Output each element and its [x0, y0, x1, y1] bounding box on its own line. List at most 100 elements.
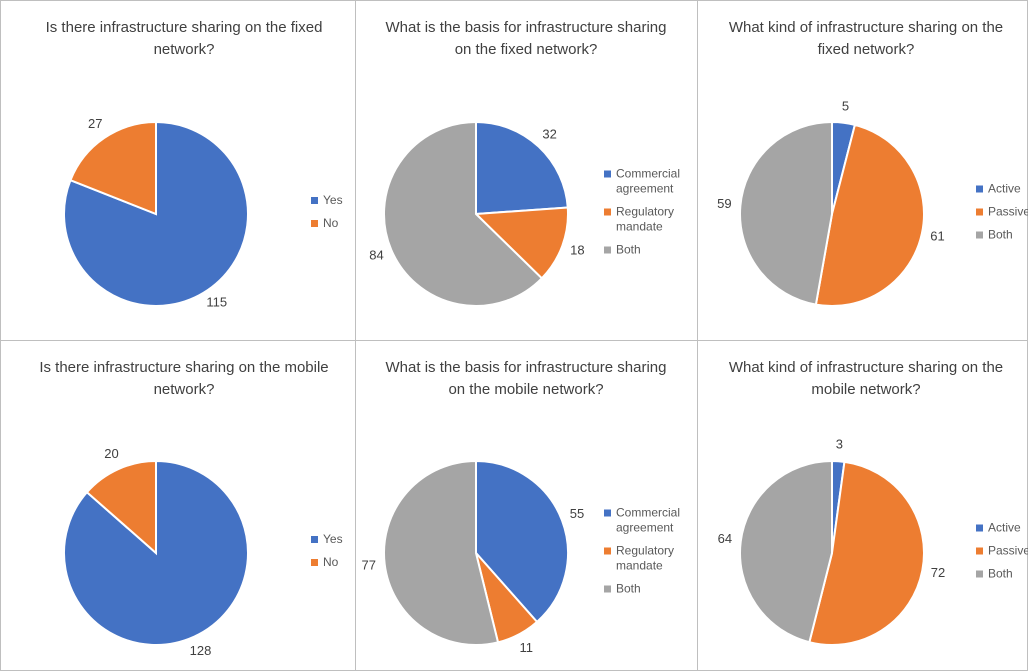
chart-cell: Is there infrastructure sharing on the f… — [0, 0, 356, 341]
data-label: 5 — [842, 98, 849, 113]
legend-label: Commercial agreement — [616, 166, 681, 196]
legend-swatch — [976, 524, 983, 532]
data-label: 32 — [542, 126, 556, 141]
legend-label: Active — [988, 520, 1021, 535]
legend-label: Yes — [323, 532, 343, 546]
legend-swatch — [976, 547, 983, 555]
data-label: 61 — [930, 228, 944, 243]
legend: Commercial agreement Regulatory mandate Bo… — [604, 506, 682, 597]
legend: Commercial agreement Regulatory mandate Bo… — [604, 167, 682, 258]
pie-slice — [69, 120, 157, 216]
data-label: 77 — [362, 557, 376, 572]
data-label: 18 — [570, 243, 584, 258]
data-label: 27 — [88, 116, 102, 131]
legend-label: No — [323, 216, 339, 230]
chart-cell: What kind of infrastructure sharing on t… — [697, 340, 1028, 671]
legend-label: Passive — [988, 204, 1028, 219]
pie-chart: 115 27 — [63, 116, 249, 310]
chart-title: Is there infrastructure sharing on the f… — [45, 19, 327, 58]
legend-swatch — [604, 170, 611, 178]
legend-label: Both — [616, 242, 641, 257]
legend-item: Both — [604, 243, 682, 258]
legend-swatch — [311, 220, 318, 227]
legend-swatch — [604, 585, 611, 593]
chart-cell: What kind of infrastructure sharing on t… — [697, 0, 1028, 341]
legend: Active Passive Both — [976, 521, 1028, 582]
data-label: 72 — [931, 565, 945, 580]
chart-title: What is the basis for infrastructure sha… — [385, 19, 675, 58]
pie-slice — [383, 459, 500, 646]
legend-item: Passive — [976, 205, 1028, 220]
data-label: 115 — [206, 295, 227, 310]
legend-label: Regulatory mandate — [616, 204, 675, 234]
data-label: 11 — [519, 640, 533, 655]
pie-chart: 3 72 64 — [718, 437, 945, 646]
legend-item: Yes — [311, 193, 389, 208]
legend-swatch — [976, 208, 983, 216]
legend-swatch — [976, 570, 983, 578]
legend: Active Passive Both — [976, 182, 1028, 243]
data-label: 20 — [104, 446, 118, 461]
pie-slice — [739, 120, 833, 306]
pie-chart: 32 18 84 — [369, 120, 585, 307]
pie-slice — [475, 120, 569, 216]
data-label: 55 — [570, 506, 584, 521]
legend-item: Commercial agreement — [604, 506, 682, 536]
chart-title: What kind of infrastructure sharing on t… — [728, 19, 1008, 58]
chart-cell: What is the basis for infrastructure sha… — [355, 340, 698, 671]
data-label: 128 — [190, 643, 212, 658]
legend-item: Active — [976, 521, 1028, 536]
data-label: 64 — [718, 531, 732, 546]
legend-swatch — [604, 208, 611, 216]
legend-item: Both — [976, 228, 1028, 243]
legend-item: No — [311, 216, 389, 231]
legend: Yes No — [311, 193, 389, 231]
legend-label: Both — [988, 566, 1013, 581]
data-label: 3 — [836, 437, 843, 452]
chart-cell: Is there infrastructure sharing on the m… — [0, 340, 356, 671]
legend-label: Both — [988, 227, 1013, 242]
legend-label: Regulatory mandate — [616, 543, 675, 573]
legend-item: Active — [976, 182, 1028, 197]
pie-chart: 128 20 — [63, 446, 249, 658]
legend-label: Active — [988, 181, 1021, 196]
pie-slice — [383, 120, 544, 307]
legend-label: Commercial agreement — [616, 505, 681, 535]
legend-swatch — [976, 185, 983, 193]
legend-item: Yes — [311, 532, 389, 547]
legend-item: Regulatory mandate — [604, 205, 682, 235]
legend-label: No — [323, 555, 339, 569]
legend-label: Yes — [323, 193, 343, 207]
legend-swatch — [311, 197, 318, 204]
legend-swatch — [604, 246, 611, 254]
legend-label: Both — [616, 581, 641, 596]
legend-swatch — [311, 559, 318, 566]
legend-item: Both — [976, 567, 1028, 582]
pie-slice — [475, 459, 569, 624]
pie-slice — [808, 460, 925, 646]
legend-swatch — [976, 231, 983, 239]
chart-title: Is there infrastructure sharing on the m… — [39, 359, 333, 398]
legend-label: Passive — [988, 543, 1028, 558]
chart-cell: What is the basis for infrastructure sha… — [355, 0, 698, 341]
pie-chart: 55 11 77 — [362, 459, 584, 655]
legend-item: No — [311, 555, 389, 570]
data-label: 59 — [717, 196, 731, 211]
legend-item: Regulatory mandate — [604, 544, 682, 574]
data-label: 84 — [369, 247, 383, 262]
legend-item: Passive — [976, 544, 1028, 559]
legend-item: Both — [604, 582, 682, 597]
legend-swatch — [311, 536, 318, 543]
legend-item: Commercial agreement — [604, 167, 682, 197]
legend: Yes No — [311, 532, 389, 570]
chart-title: What kind of infrastructure sharing on t… — [728, 359, 1008, 398]
pie-slice — [814, 123, 925, 307]
legend-swatch — [604, 509, 611, 517]
legend-swatch — [604, 547, 611, 555]
pie-chart: 5 61 59 — [717, 98, 945, 307]
chart-title: What is the basis for infrastructure sha… — [385, 359, 675, 398]
pie-slice — [473, 206, 569, 280]
pie-slice — [739, 459, 833, 644]
pie-slice — [85, 459, 157, 556]
